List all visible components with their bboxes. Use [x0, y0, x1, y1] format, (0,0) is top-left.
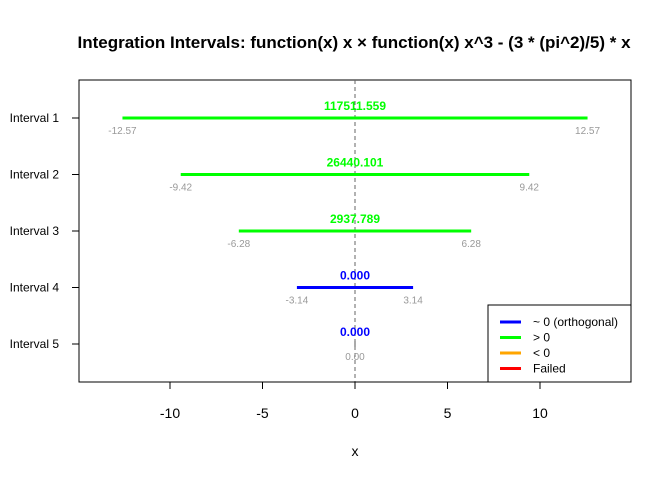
- interval-value-label: 117511.559: [324, 99, 386, 113]
- y-tick-label: Interval 4: [10, 281, 60, 295]
- x-tick-label: -10: [160, 405, 180, 421]
- chart-title: Integration Intervals: function(x) x × f…: [77, 33, 631, 52]
- x-tick-label: -5: [256, 405, 269, 421]
- legend-label: > 0: [533, 331, 550, 345]
- x-axis: -10 -5 0 5 10: [160, 381, 548, 421]
- interval-mid-label: 0.00: [345, 352, 365, 363]
- legend-label: < 0: [533, 346, 550, 360]
- legend: ~ 0 (orthogonal) > 0< 0 Failed: [487, 304, 632, 383]
- interval-lower-label: -3.14: [286, 296, 309, 307]
- x-tick-label: 10: [532, 405, 548, 421]
- y-tick-label: Interval 3: [10, 224, 60, 238]
- interval-value-label: 2937.789: [330, 212, 380, 226]
- intervals-group: 117511.559 -12.57 12.57 26440.101 -9.42 9.42 2…: [108, 99, 600, 363]
- interval-value-label: 0.000: [340, 325, 370, 339]
- y-tick-label: Interval 1: [10, 111, 60, 125]
- interval-upper-label: 12.57: [575, 126, 600, 137]
- legend-label: Failed: [533, 362, 566, 376]
- y-axis: Interval 1 Interval 2 Interval 3 Interval 4…: [10, 111, 79, 351]
- interval-value-label: 0.000: [340, 269, 370, 283]
- interval-lower-label: -6.28: [227, 239, 250, 250]
- interval-lower-label: -9.42: [169, 183, 192, 194]
- y-tick-label: Interval 5: [10, 337, 60, 351]
- x-axis-label: x: [352, 443, 359, 459]
- interval-value-label: 26440.101: [327, 156, 384, 170]
- x-tick-label: 0: [351, 405, 359, 421]
- interval-upper-label: 9.42: [520, 183, 540, 194]
- legend-label: ~ 0 (orthogonal): [533, 315, 618, 329]
- interval-upper-label: 3.14: [403, 296, 423, 307]
- y-tick-label: Interval 2: [10, 168, 60, 182]
- interval-lower-label: -12.57: [108, 126, 137, 137]
- interval-upper-label: 6.28: [461, 239, 481, 250]
- x-tick-label: 5: [444, 405, 452, 421]
